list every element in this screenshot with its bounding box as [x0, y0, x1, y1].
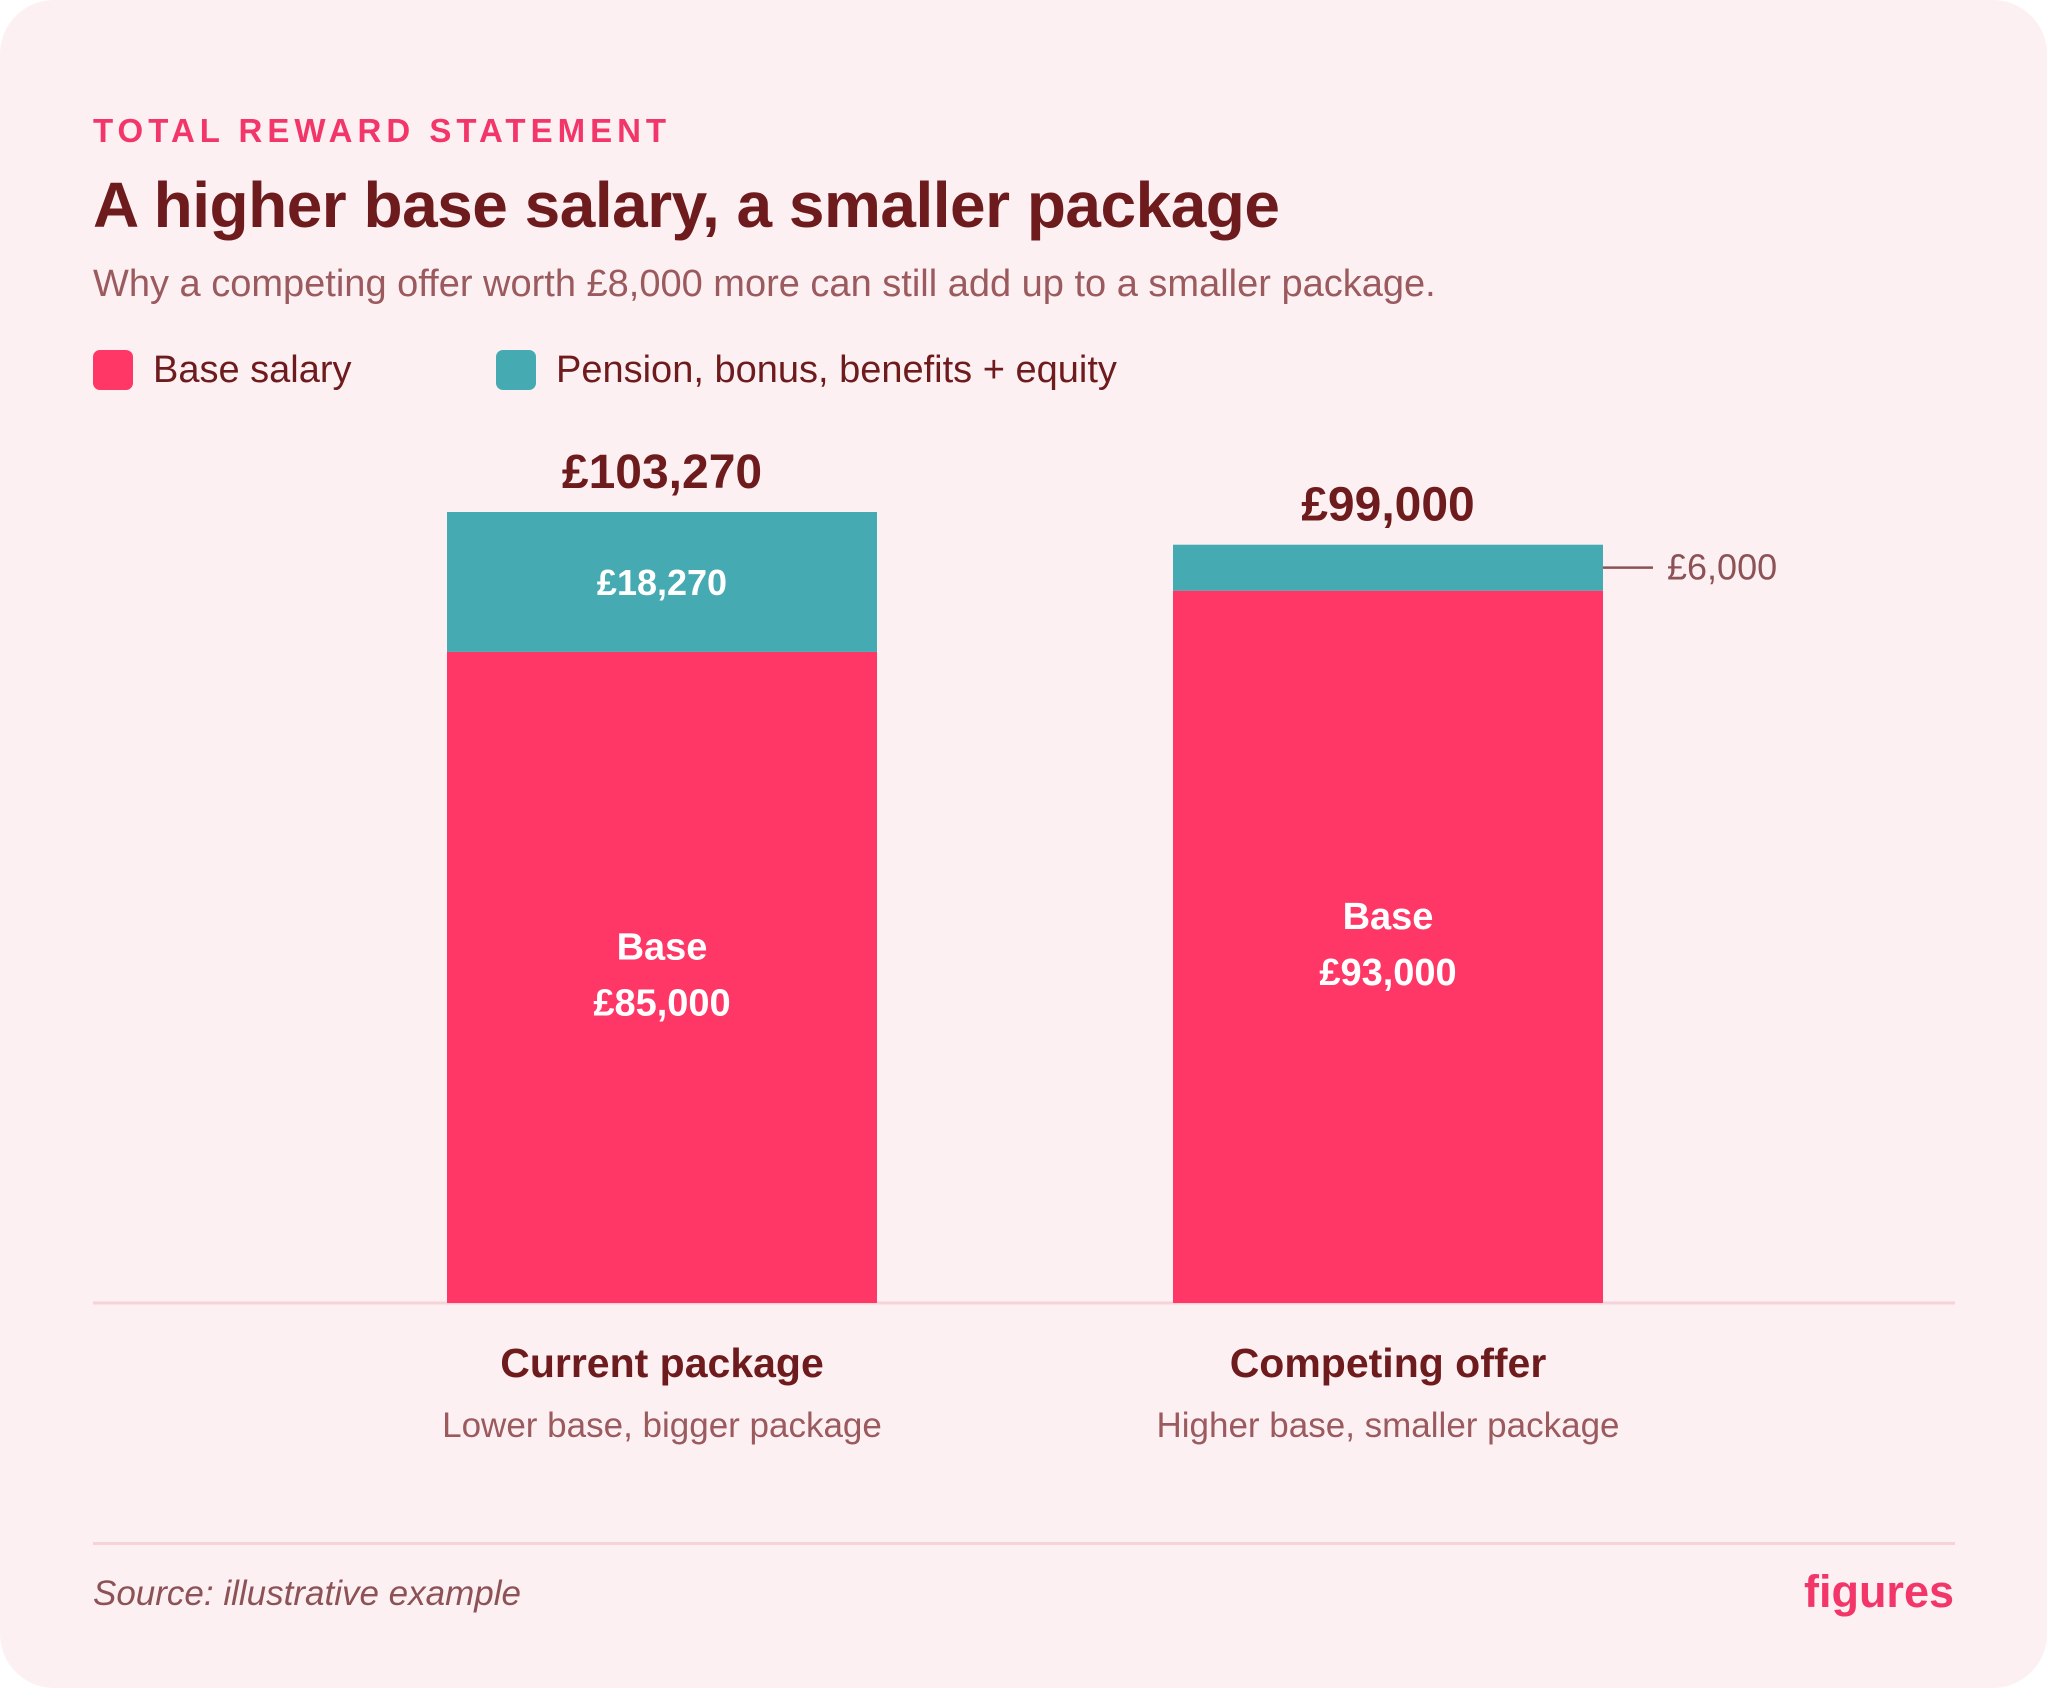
legend-swatch-base: [93, 350, 133, 390]
legend-swatch-extras: [496, 350, 536, 390]
total-label-0: £103,270: [562, 446, 762, 499]
extras-value-label-0: £18,270: [597, 562, 727, 603]
bar-base-salary-1: [1173, 590, 1603, 1303]
category-note-0: Lower base, bigger package: [442, 1406, 882, 1445]
legend-item-base-salary: Base salary: [93, 348, 352, 392]
category-label-1: Competing offer: [1230, 1340, 1547, 1386]
legend-label-base: Base salary: [153, 348, 352, 391]
base-value-label-0: £85,000: [593, 982, 730, 1024]
base-prefix-label-0: Base: [617, 926, 708, 968]
chart-subtitle: Why a competing offer worth £8,000 more …: [93, 263, 1436, 305]
footer-divider: [93, 1542, 1955, 1545]
chart-title: A higher base salary, a smaller package: [93, 169, 1280, 241]
brand-logo-text: figures: [1803, 1566, 1954, 1617]
base-prefix-label-1: Base: [1343, 896, 1434, 938]
eyebrow-label: TOTAL REWARD STATEMENT: [93, 112, 672, 149]
extras-value-label-1: £6,000: [1667, 547, 1777, 588]
category-label-0: Current package: [500, 1340, 824, 1386]
bar-extras-0: [447, 512, 877, 652]
base-value-label-1: £93,000: [1319, 952, 1456, 994]
legend-item-extras: Pension, bonus, benefits + equity: [496, 348, 1117, 392]
bar-extras-1: [1173, 544, 1603, 591]
total-label-1: £99,000: [1301, 479, 1475, 532]
bar-base-salary-0: [447, 651, 877, 1303]
legend-label-extras: Pension, bonus, benefits + equity: [556, 348, 1117, 391]
category-note-1: Higher base, smaller package: [1156, 1406, 1619, 1445]
source-note: Source: illustrative example: [93, 1574, 521, 1613]
